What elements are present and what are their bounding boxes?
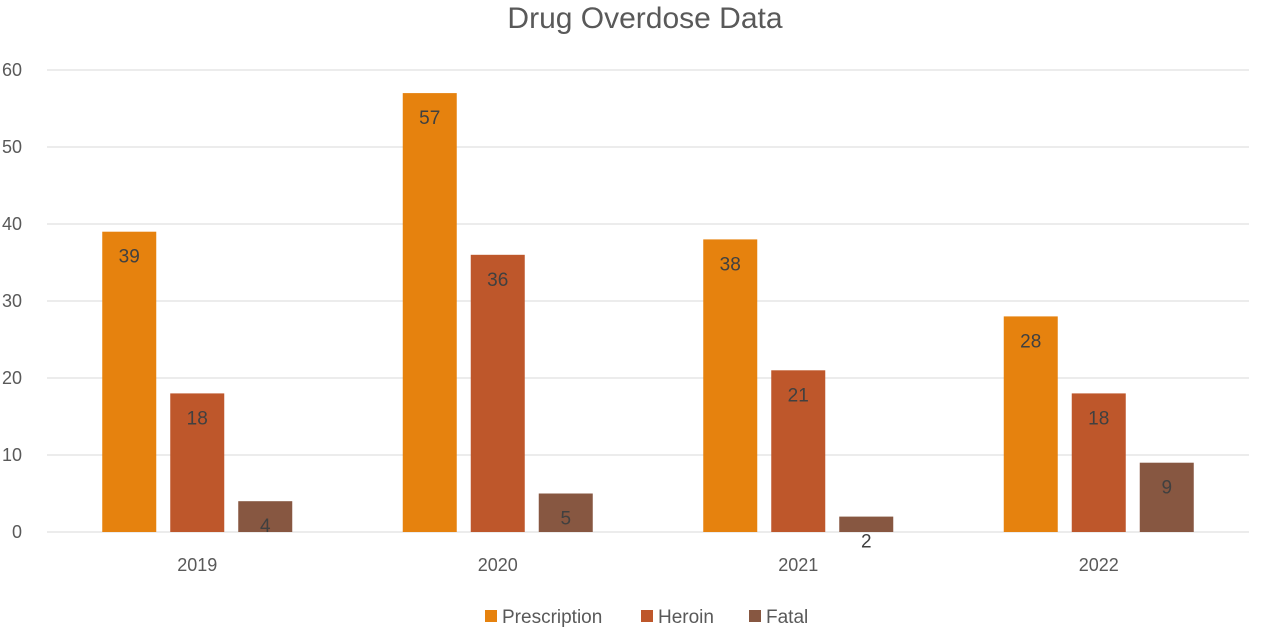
bar-heroin-2021 bbox=[771, 370, 826, 532]
y-tick-label: 40 bbox=[2, 214, 22, 234]
data-label-heroin-2021: 21 bbox=[788, 385, 809, 406]
data-label-prescription-2022: 28 bbox=[1020, 331, 1041, 352]
y-tick-label: 0 bbox=[12, 522, 22, 542]
x-tick-label: 2022 bbox=[1079, 555, 1119, 575]
data-label-heroin-2020: 36 bbox=[487, 270, 508, 291]
legend-label-prescription: Prescription bbox=[502, 607, 602, 628]
data-label-prescription-2021: 38 bbox=[720, 254, 741, 275]
x-axis-tick-labels: 2019 2020 2021 2022 bbox=[177, 555, 1119, 575]
data-label-fatal-2020: 5 bbox=[560, 509, 571, 530]
x-tick-label: 2019 bbox=[177, 555, 217, 575]
y-tick-label: 20 bbox=[2, 368, 22, 388]
legend-swatch-heroin bbox=[641, 610, 653, 622]
x-tick-label: 2020 bbox=[478, 555, 518, 575]
bar-prescription-2022 bbox=[1003, 316, 1058, 532]
legend-swatch-fatal bbox=[749, 610, 761, 622]
bar-fatal-2019 bbox=[238, 501, 293, 532]
gridlines bbox=[47, 69, 1249, 533]
data-label-fatal-2022: 9 bbox=[1161, 478, 1172, 499]
x-tick-label: 2021 bbox=[778, 555, 818, 575]
data-label-heroin-2019: 18 bbox=[187, 408, 208, 429]
legend-label-heroin: Heroin bbox=[658, 607, 714, 628]
chart-title: Drug Overdose Data bbox=[507, 2, 782, 35]
bar-series-group bbox=[102, 93, 1194, 533]
legend-label-fatal: Fatal bbox=[766, 607, 808, 628]
data-label-fatal-2021: 2 bbox=[861, 532, 872, 553]
y-tick-label: 60 bbox=[2, 60, 22, 80]
bar-prescription-2021 bbox=[703, 239, 758, 532]
y-tick-label: 30 bbox=[2, 291, 22, 311]
y-tick-label: 10 bbox=[2, 445, 22, 465]
data-label-prescription-2019: 39 bbox=[119, 247, 140, 268]
bar-heroin-2022 bbox=[1071, 393, 1126, 532]
legend: Prescription Heroin Fatal bbox=[485, 607, 808, 628]
bar-fatal-2021 bbox=[839, 516, 894, 532]
y-tick-label: 50 bbox=[2, 137, 22, 157]
bar-heroin-2019 bbox=[170, 393, 225, 532]
bar-prescription-2019 bbox=[102, 231, 157, 532]
bar-prescription-2020 bbox=[402, 93, 457, 532]
data-label-prescription-2020: 57 bbox=[419, 108, 440, 129]
data-label-fatal-2019: 4 bbox=[260, 516, 271, 537]
data-labels: 39 18 4 57 36 5 38 21 2 28 18 9 bbox=[119, 108, 1172, 552]
bar-heroin-2020 bbox=[470, 254, 525, 533]
legend-swatch-prescription bbox=[485, 610, 497, 622]
data-label-heroin-2022: 18 bbox=[1088, 408, 1109, 429]
bar-fatal-2022 bbox=[1139, 462, 1194, 532]
bar-fatal-2020 bbox=[538, 493, 593, 532]
y-axis-tick-labels: 0 10 20 30 40 50 60 bbox=[2, 60, 22, 542]
